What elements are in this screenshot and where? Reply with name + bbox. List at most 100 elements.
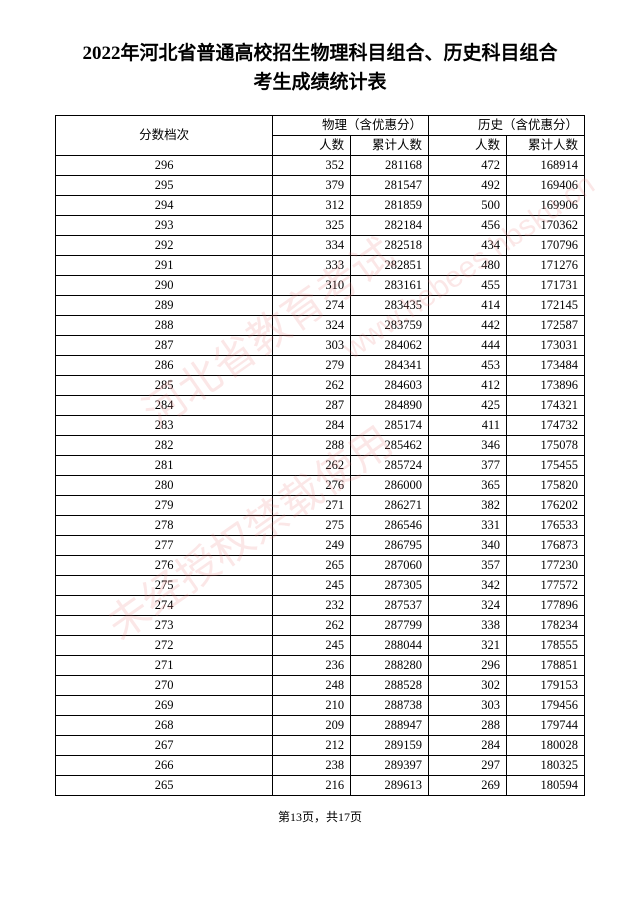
score-cell: 278: [56, 516, 273, 536]
score-cell: 266: [56, 756, 273, 776]
score-cell: 295: [56, 176, 273, 196]
hist-count-cell: 412: [429, 376, 507, 396]
score-cell: 271: [56, 656, 273, 676]
score-cell: 267: [56, 736, 273, 756]
phys-cumulative-cell: 286546: [351, 516, 429, 536]
phys-cumulative-cell: 287060: [351, 556, 429, 576]
phys-count-cell: 248: [273, 676, 351, 696]
table-row: 276265287060357177230: [56, 556, 585, 576]
header-physics-group: 物理（含优惠分）: [273, 116, 429, 136]
phys-count-cell: 262: [273, 616, 351, 636]
phys-count-cell: 262: [273, 456, 351, 476]
score-cell: 269: [56, 696, 273, 716]
phys-cumulative-cell: 282518: [351, 236, 429, 256]
score-cell: 268: [56, 716, 273, 736]
phys-count-cell: 279: [273, 356, 351, 376]
hist-count-cell: 444: [429, 336, 507, 356]
header-phys-cumulative: 累计人数: [351, 136, 429, 156]
score-cell: 277: [56, 536, 273, 556]
phys-cumulative-cell: 288528: [351, 676, 429, 696]
score-cell: 265: [56, 776, 273, 796]
header-score-bracket: 分数档次: [56, 116, 273, 156]
title-line-1: 2022年河北省普通高校招生物理科目组合、历史科目组合: [82, 43, 557, 64]
hist-cumulative-cell: 173031: [507, 336, 585, 356]
hist-count-cell: 411: [429, 416, 507, 436]
table-row: 273262287799338178234: [56, 616, 585, 636]
hist-count-cell: 382: [429, 496, 507, 516]
phys-cumulative-cell: 281859: [351, 196, 429, 216]
hist-count-cell: 338: [429, 616, 507, 636]
phys-count-cell: 333: [273, 256, 351, 276]
score-cell: 292: [56, 236, 273, 256]
phys-cumulative-cell: 285724: [351, 456, 429, 476]
table-row: 291333282851480171276: [56, 256, 585, 276]
phys-count-cell: 312: [273, 196, 351, 216]
score-cell: 296: [56, 156, 273, 176]
hist-count-cell: 324: [429, 596, 507, 616]
phys-count-cell: 334: [273, 236, 351, 256]
hist-cumulative-cell: 174732: [507, 416, 585, 436]
hist-count-cell: 453: [429, 356, 507, 376]
table-row: 289274283435414172145: [56, 296, 585, 316]
table-row: 278275286546331176533: [56, 516, 585, 536]
phys-cumulative-cell: 288044: [351, 636, 429, 656]
phys-cumulative-cell: 283161: [351, 276, 429, 296]
phys-cumulative-cell: 284062: [351, 336, 429, 356]
score-cell: 276: [56, 556, 273, 576]
score-cell: 270: [56, 676, 273, 696]
phys-count-cell: 209: [273, 716, 351, 736]
phys-cumulative-cell: 289397: [351, 756, 429, 776]
phys-count-cell: 379: [273, 176, 351, 196]
hist-cumulative-cell: 173896: [507, 376, 585, 396]
phys-cumulative-cell: 286271: [351, 496, 429, 516]
hist-count-cell: 302: [429, 676, 507, 696]
hist-cumulative-cell: 176873: [507, 536, 585, 556]
header-hist-cumulative: 累计人数: [507, 136, 585, 156]
table-row: 277249286795340176873: [56, 536, 585, 556]
hist-cumulative-cell: 175820: [507, 476, 585, 496]
hist-cumulative-cell: 171276: [507, 256, 585, 276]
phys-cumulative-cell: 289613: [351, 776, 429, 796]
hist-count-cell: 377: [429, 456, 507, 476]
hist-count-cell: 342: [429, 576, 507, 596]
table-row: 271236288280296178851: [56, 656, 585, 676]
header-phys-count: 人数: [273, 136, 351, 156]
hist-cumulative-cell: 168914: [507, 156, 585, 176]
hist-cumulative-cell: 179153: [507, 676, 585, 696]
phys-cumulative-cell: 284890: [351, 396, 429, 416]
page-footer: 第13页，共17页: [55, 808, 585, 825]
phys-cumulative-cell: 287305: [351, 576, 429, 596]
table-row: 284287284890425174321: [56, 396, 585, 416]
score-cell: 294: [56, 196, 273, 216]
score-cell: 280: [56, 476, 273, 496]
hist-cumulative-cell: 174321: [507, 396, 585, 416]
table-row: 265216289613269180594: [56, 776, 585, 796]
hist-count-cell: 365: [429, 476, 507, 496]
table-row: 285262284603412173896: [56, 376, 585, 396]
page-container: 2022年河北省普通高校招生物理科目组合、历史科目组合 考生成绩统计表 分数档次…: [0, 0, 640, 845]
phys-cumulative-cell: 286795: [351, 536, 429, 556]
hist-cumulative-cell: 178555: [507, 636, 585, 656]
score-cell: 293: [56, 216, 273, 236]
table-row: 296352281168472168914: [56, 156, 585, 176]
table-row: 267212289159284180028: [56, 736, 585, 756]
hist-cumulative-cell: 180028: [507, 736, 585, 756]
table-row: 286279284341453173484: [56, 356, 585, 376]
phys-count-cell: 325: [273, 216, 351, 236]
score-cell: 288: [56, 316, 273, 336]
phys-count-cell: 276: [273, 476, 351, 496]
hist-cumulative-cell: 170796: [507, 236, 585, 256]
hist-cumulative-cell: 177896: [507, 596, 585, 616]
phys-count-cell: 210: [273, 696, 351, 716]
title-line-2: 考生成绩统计表: [253, 72, 386, 93]
table-row: 280276286000365175820: [56, 476, 585, 496]
hist-count-cell: 269: [429, 776, 507, 796]
table-row: 279271286271382176202: [56, 496, 585, 516]
table-row: 290310283161455171731: [56, 276, 585, 296]
hist-cumulative-cell: 180594: [507, 776, 585, 796]
phys-count-cell: 216: [273, 776, 351, 796]
score-cell: 275: [56, 576, 273, 596]
phys-count-cell: 271: [273, 496, 351, 516]
hist-count-cell: 321: [429, 636, 507, 656]
table-row: 268209288947288179744: [56, 716, 585, 736]
